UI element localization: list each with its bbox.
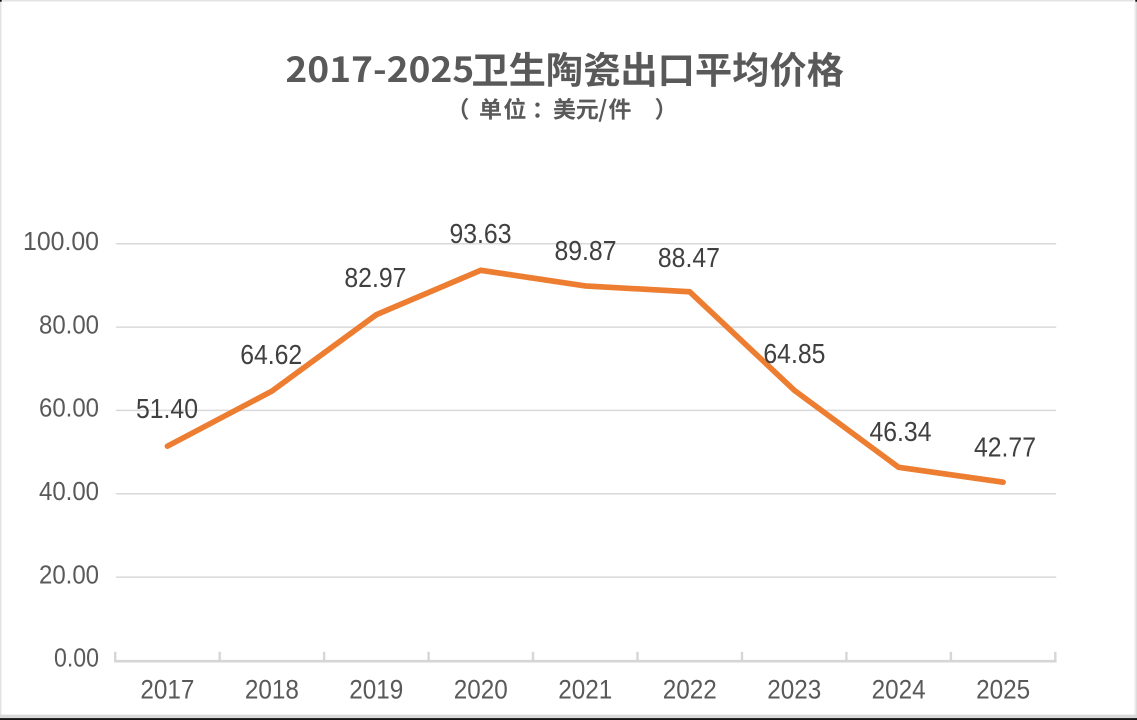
svg-text:2020: 2020	[454, 674, 508, 704]
svg-text:100.00: 100.00	[23, 228, 99, 256]
svg-text:46.34: 46.34	[870, 416, 932, 447]
svg-text:89.87: 89.87	[555, 235, 617, 266]
svg-text:2018: 2018	[245, 674, 299, 704]
svg-text:20.00: 20.00	[39, 561, 99, 589]
svg-text:80.00: 80.00	[39, 311, 99, 339]
svg-text:2022: 2022	[663, 674, 717, 704]
svg-text:2023: 2023	[767, 674, 821, 704]
svg-text:42.77: 42.77	[974, 432, 1036, 463]
svg-text:64.62: 64.62	[240, 339, 302, 370]
svg-text:2025: 2025	[976, 674, 1030, 704]
svg-text:82.97: 82.97	[344, 262, 406, 293]
svg-text:60.00: 60.00	[39, 395, 99, 423]
svg-text:2021: 2021	[558, 674, 612, 704]
svg-text:0.00: 0.00	[54, 645, 99, 673]
svg-text:88.47: 88.47	[658, 242, 720, 273]
svg-text:2019: 2019	[349, 674, 403, 704]
svg-text:64.85: 64.85	[763, 338, 825, 369]
svg-text:2024: 2024	[872, 674, 926, 704]
svg-text:40.00: 40.00	[39, 478, 99, 506]
svg-text:51.40: 51.40	[136, 393, 198, 424]
svg-text:93.63: 93.63	[450, 218, 512, 249]
svg-text:2017: 2017	[140, 674, 194, 704]
